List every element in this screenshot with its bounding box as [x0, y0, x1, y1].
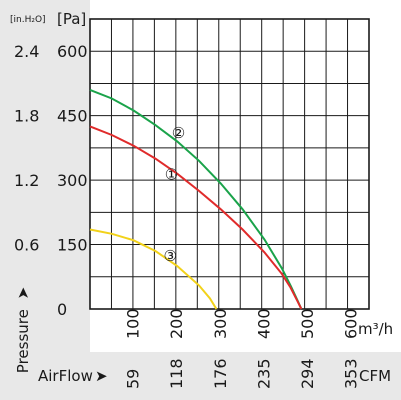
inh2o-tick-label: 1.2: [14, 171, 39, 190]
inh2o-tick-labels: 0.6 1.2 1.8 2.4: [14, 42, 39, 254]
x-tick-label: 600: [342, 308, 361, 339]
pressure-axis-label: Pressure ➤: [14, 287, 32, 373]
curve-labels: ② ① ③: [163, 124, 185, 265]
curves: [89, 88, 303, 310]
curve-line-3: [89, 228, 218, 310]
cfm-tick-label: 59: [124, 369, 143, 389]
bottom-axis-panel: [0, 352, 401, 400]
x-tick-labels: 100 200 300 400 500 600: [124, 308, 361, 339]
pa-tick-label: 0: [57, 300, 67, 319]
cfm-tick-labels: 59 118 176 235 294 353: [124, 358, 361, 389]
plot-frame: [89, 18, 370, 310]
inh2o-unit-label: [in.H₂O]: [10, 15, 46, 25]
airflow-arrow-icon: ➤: [95, 367, 108, 385]
curve-label-2: ①: [165, 165, 178, 183]
cfm-tick-label: 118: [167, 358, 186, 389]
pa-tick-labels: 0 150 300 450 600: [57, 42, 88, 319]
pa-tick-label: 300: [57, 171, 88, 190]
pa-tick-label: 450: [57, 107, 88, 126]
x-tick-label: 100: [124, 308, 143, 339]
left-axis-panel: [0, 0, 90, 400]
x-tick-label: 400: [254, 308, 273, 339]
pa-tick-label: 150: [57, 236, 88, 255]
pressure-label-text: Pressure: [14, 309, 32, 373]
curve-line-1: [89, 88, 303, 310]
cfm-tick-label: 235: [254, 358, 273, 389]
inh2o-tick-label: 0.6: [14, 236, 39, 255]
curve-label-1: ②: [172, 124, 185, 142]
x-tick-label: 500: [298, 308, 317, 339]
airflow-label: AirFlow: [38, 367, 93, 385]
x-unit-label: m³/h: [358, 320, 393, 338]
cfm-tick-label: 176: [211, 358, 230, 389]
pressure-arrow-icon: ➤: [14, 287, 32, 300]
pa-tick-label: 600: [57, 42, 88, 61]
curve-line-2: [89, 125, 303, 310]
cfm-tick-label: 353: [342, 358, 361, 389]
x-tick-label: 200: [167, 308, 186, 339]
cfm-unit-label: CFM: [359, 367, 391, 385]
cfm-tick-label: 294: [298, 358, 317, 389]
inh2o-tick-label: 1.8: [14, 107, 39, 126]
x-tick-label: 300: [211, 308, 230, 339]
grid: [90, 19, 369, 309]
pa-unit-label: [Pa]: [57, 10, 86, 28]
curve-label-3: ③: [163, 247, 176, 265]
inh2o-tick-label: 2.4: [14, 42, 39, 61]
